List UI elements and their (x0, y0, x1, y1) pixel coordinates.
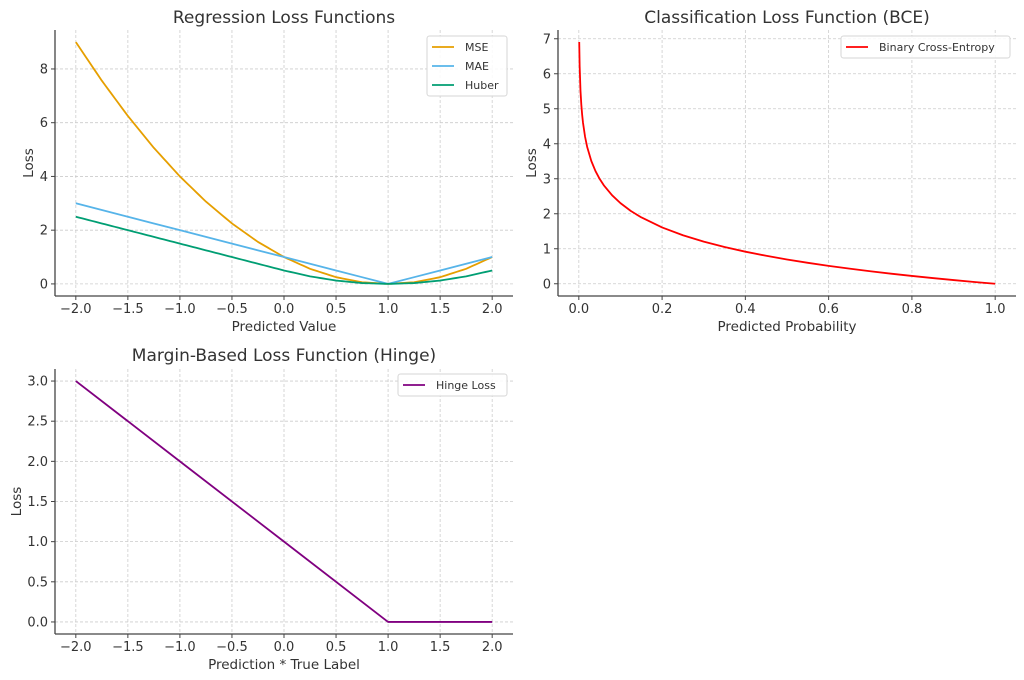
x-tick-label: 0.8 (902, 302, 923, 317)
x-tick-label: −1.0 (164, 640, 196, 655)
x-tick-label: 2.0 (482, 302, 503, 317)
x-tick-label: −1.5 (112, 640, 144, 655)
x-tick-label: 1.0 (985, 302, 1006, 317)
y-tick-label: 4 (40, 170, 48, 185)
x-axis-label: Predicted Value (232, 319, 337, 335)
series-line-mae (75, 202, 493, 285)
y-tick-label: 3 (543, 172, 551, 187)
chart-title: Classification Loss Function (BCE) (644, 8, 930, 28)
y-tick-label: 3.0 (27, 375, 48, 390)
y-tick-label: 2 (543, 207, 551, 222)
legend: Hinge Loss (397, 373, 508, 397)
y-axis-label: Loss (21, 148, 37, 178)
y-axis-label: Loss (9, 487, 25, 517)
y-tick-label: 5 (543, 102, 551, 117)
y-tick-label: 2.5 (27, 415, 48, 430)
x-tick-label: 1.5 (430, 640, 451, 655)
legend-label: Huber (465, 79, 499, 92)
x-tick-label: −0.5 (216, 640, 248, 655)
x-tick-label: 1.5 (430, 302, 451, 317)
legend: Binary Cross-Entropy (840, 35, 1011, 59)
x-tick-label: 2.0 (482, 640, 503, 655)
x-tick-label: 0.2 (652, 302, 673, 317)
x-tick-label: 0.0 (568, 302, 589, 317)
chart-regression: Regression Loss Functions −2.0 −1.5 −1.0 −0.… (21, 8, 513, 335)
legend-label: MSE (465, 41, 488, 54)
legend-box (840, 35, 1011, 59)
x-tick-label: 1.0 (378, 640, 399, 655)
x-tick-label: −0.5 (216, 302, 248, 317)
series-line-binary-cross-entropy (578, 41, 996, 285)
y-tick-label: 0.5 (27, 575, 48, 590)
x-axis-label: Prediction * True Label (208, 657, 360, 673)
series-line-huber (75, 215, 493, 285)
x-tick-label: 0.6 (818, 302, 839, 317)
y-tick-label: 8 (40, 62, 48, 77)
y-tick-label: 6 (543, 67, 551, 82)
legend-label: Hinge Loss (436, 379, 496, 392)
chart-title: Regression Loss Functions (173, 8, 395, 28)
x-tick-label: −1.0 (164, 302, 196, 317)
y-axis-label: Loss (524, 148, 540, 178)
y-tick-label: 7 (543, 32, 551, 47)
y-tick-label: 1 (543, 242, 551, 257)
legend-label: Binary Cross-Entropy (879, 41, 995, 54)
x-tick-label: −2.0 (60, 640, 92, 655)
y-tick-label: 0 (543, 277, 551, 292)
x-tick-label: 0.4 (735, 302, 756, 317)
series-line-hinge-loss (75, 380, 493, 623)
legend-box (426, 35, 508, 97)
x-tick-label: 0.5 (326, 640, 347, 655)
y-tick-label: 2 (40, 224, 48, 239)
legend-box (397, 373, 508, 397)
y-tick-label: 6 (40, 116, 48, 131)
x-tick-label: 0.5 (326, 302, 347, 317)
x-axis-label: Predicted Probability (717, 319, 856, 335)
chart-classification: Classification Loss Function (BCE) 0.0 0.2… (524, 8, 1016, 335)
legend: MSE MAE Huber (426, 35, 508, 97)
x-tick-label: −2.0 (60, 302, 92, 317)
chart-hinge: Margin-Based Loss Function (Hinge) −2.0 −1… (9, 346, 513, 673)
x-tick-label: 0.0 (274, 302, 295, 317)
y-tick-label: 1.0 (27, 535, 48, 550)
chart-title: Margin-Based Loss Function (Hinge) (132, 346, 436, 366)
x-tick-label: −1.5 (112, 302, 144, 317)
y-tick-label: 0 (40, 277, 48, 292)
x-tick-label: 1.0 (378, 302, 399, 317)
y-tick-label: 2.0 (27, 455, 48, 470)
legend-label: MAE (465, 60, 489, 73)
y-tick-label: 0.0 (27, 615, 48, 630)
x-tick-label: 0.0 (274, 640, 295, 655)
y-tick-label: 4 (543, 137, 551, 152)
y-tick-label: 1.5 (27, 495, 48, 510)
